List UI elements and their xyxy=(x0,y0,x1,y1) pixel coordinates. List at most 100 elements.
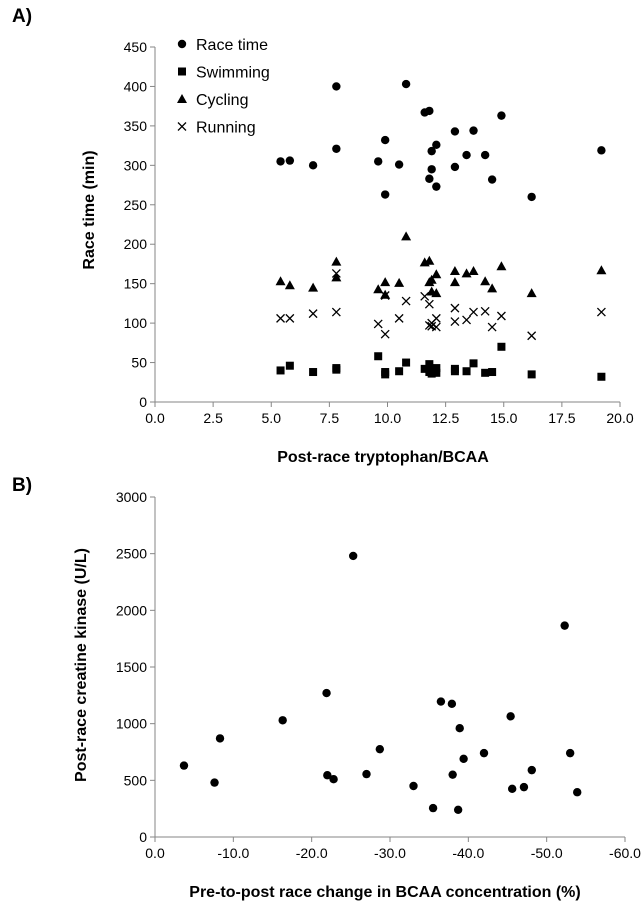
x-tick-label: 10.0 xyxy=(374,410,401,426)
running-data-point xyxy=(527,331,537,341)
running-data-point xyxy=(424,299,434,309)
cycling-data-point xyxy=(394,277,405,287)
panel-label-b: B) xyxy=(12,475,32,496)
x-tick-label: -20.0 xyxy=(296,845,328,861)
race-time-data-point xyxy=(285,156,295,165)
y-tick-label: 1500 xyxy=(116,659,147,675)
race-time-data-point xyxy=(394,160,404,169)
swimming-data-point xyxy=(527,370,536,379)
running-data-point xyxy=(431,322,441,332)
race-time-data-point xyxy=(597,146,606,155)
chart-b-y-axis-title: Post-race creatine kinase (U/L) xyxy=(73,548,90,782)
race-time-data-point xyxy=(487,175,497,184)
y-tick-label: 100 xyxy=(124,315,148,331)
panel-label-a: A) xyxy=(12,6,32,27)
running-data-point xyxy=(276,313,286,323)
x-tick-label: -50.0 xyxy=(531,845,563,861)
series-data-point xyxy=(560,621,569,630)
series-data-point xyxy=(573,788,582,797)
y-tick-label: 2500 xyxy=(116,546,147,562)
swimming-data-point xyxy=(432,364,441,373)
x-tick-label: 12.5 xyxy=(432,410,459,426)
cycling-data-point xyxy=(431,288,442,298)
race-time-data-point xyxy=(308,161,318,170)
swimming-data-point xyxy=(427,365,436,374)
y-tick-label: 500 xyxy=(124,772,148,788)
running-data-point xyxy=(394,313,404,323)
swimming-data-point xyxy=(374,352,383,361)
race-time-data-point xyxy=(450,127,460,136)
series-data-point xyxy=(375,744,385,754)
chart-b: B) 0 500 1000 1500 2000 2500 3000 0.0 -10.0 -20.0… xyxy=(12,475,641,901)
series-data-point xyxy=(323,771,332,780)
race-time-data-point xyxy=(276,157,285,166)
swimming-data-point xyxy=(597,372,606,381)
chart-a-legend: Race time Swimming Cycling Running xyxy=(177,37,270,137)
running-data-point xyxy=(596,307,606,317)
y-tick-label: 350 xyxy=(124,118,148,134)
chart-b-x-axis-title: Pre-to-post race change in BCAA concentr… xyxy=(189,884,580,901)
race-time-data-point xyxy=(462,150,471,160)
swimming-data-point xyxy=(276,366,285,375)
cycling-data-point xyxy=(431,269,442,279)
series-data-point xyxy=(459,754,468,763)
y-tick-label: 0 xyxy=(139,829,147,845)
race-time-data-point xyxy=(401,79,411,89)
running-data-point xyxy=(480,306,490,316)
race-time-data-point xyxy=(469,126,478,135)
series-data-point xyxy=(519,782,529,792)
x-tick-label: -10.0 xyxy=(217,845,249,861)
swimming-data-point xyxy=(420,364,429,373)
swimming-data-point xyxy=(488,368,497,377)
x-tick-label: -40.0 xyxy=(452,845,484,861)
running-data-point xyxy=(308,309,318,319)
race-time-data-point xyxy=(332,82,341,91)
series-data-point xyxy=(448,770,457,779)
y-tick-label: 200 xyxy=(124,236,148,252)
cycling-data-point xyxy=(480,276,491,286)
running-data-point xyxy=(401,296,411,306)
series-data-point xyxy=(447,699,457,709)
swimming-data-point xyxy=(309,368,318,377)
series-data-point xyxy=(527,765,536,775)
running-data-point xyxy=(450,303,460,313)
race-time-data-point xyxy=(380,190,390,199)
race-time-data-point xyxy=(380,135,390,145)
running-data-point xyxy=(469,307,478,317)
series-data-point xyxy=(179,761,189,770)
x-tick-label: 15.0 xyxy=(490,410,517,426)
running-data-point xyxy=(450,317,460,326)
running-data-point xyxy=(331,268,341,278)
y-tick-label: 0 xyxy=(139,394,147,410)
race-time-data-point xyxy=(480,150,490,160)
legend-race-time-label: Race time xyxy=(196,37,268,54)
cycling-data-point xyxy=(496,261,507,271)
swimming-data-point xyxy=(285,361,294,370)
running-data-point xyxy=(380,291,390,300)
series-data-point xyxy=(329,775,338,784)
chart-a-axes xyxy=(150,46,621,407)
cycling-data-point xyxy=(461,268,472,278)
swimming-data-point xyxy=(381,368,390,377)
chart-b-tick-labels: 0 500 1000 1500 2000 2500 3000 0.0 -10.0 -20.0 -30… xyxy=(116,489,641,861)
series-data-point xyxy=(436,697,446,706)
swimming-data-point xyxy=(481,368,490,377)
chart-a-tick-labels: 0 50 100 150 200 250 300 350 400 450 0.0 2.5 5.0 7.5 1… xyxy=(124,39,634,426)
series-data-point xyxy=(508,784,517,794)
y-tick-label: 400 xyxy=(124,78,148,94)
series-data-point xyxy=(565,748,575,758)
race-time-data-point xyxy=(427,146,436,156)
legend-race-time-symbol xyxy=(177,39,187,49)
running-data-point xyxy=(373,319,383,329)
y-tick-label: 250 xyxy=(124,197,148,213)
running-data-point xyxy=(331,307,341,317)
race-time-data-point xyxy=(450,162,460,172)
race-time-data-point xyxy=(497,111,506,120)
cycling-data-point xyxy=(380,277,391,287)
series-data-point xyxy=(479,748,489,758)
legend-running-label: Running xyxy=(196,120,256,137)
swimming-data-point xyxy=(395,367,404,376)
cycling-data-point xyxy=(596,265,607,275)
chart-a-y-axis-title: Race time (min) xyxy=(81,150,98,269)
cycling-data-point xyxy=(468,266,479,276)
